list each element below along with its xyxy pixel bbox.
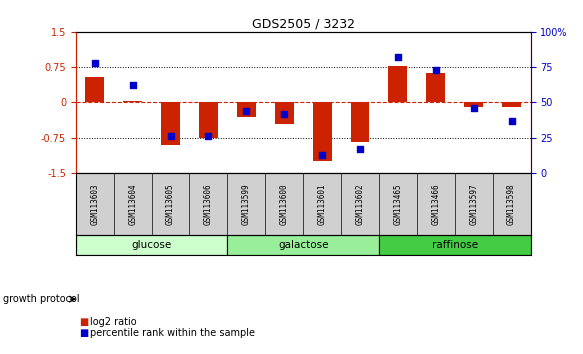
Text: GSM113465: GSM113465 [394, 183, 402, 225]
Bar [379, 235, 531, 255]
Bar [464, 102, 483, 107]
Point [507, 118, 517, 124]
Bar [85, 76, 104, 102]
Text: GSM113602: GSM113602 [356, 183, 364, 225]
Text: GSM113605: GSM113605 [166, 183, 175, 225]
Point [90, 60, 99, 66]
Text: GSM113600: GSM113600 [280, 183, 289, 225]
Text: GSM113601: GSM113601 [318, 183, 326, 225]
Point [204, 133, 213, 139]
Text: GSM113599: GSM113599 [242, 183, 251, 225]
Bar [388, 66, 408, 102]
Text: GSM113604: GSM113604 [128, 183, 137, 225]
Text: GSM113466: GSM113466 [431, 183, 440, 225]
Point [128, 83, 138, 88]
Text: GSM113598: GSM113598 [507, 183, 516, 225]
Text: glucose: glucose [131, 240, 172, 250]
Text: ■: ■ [79, 317, 88, 327]
Point [317, 152, 326, 158]
Text: GSM113597: GSM113597 [469, 183, 478, 225]
Text: ■: ■ [79, 328, 88, 338]
Point [166, 133, 175, 139]
Point [279, 111, 289, 116]
Bar [502, 102, 521, 107]
Bar [161, 102, 180, 145]
Point [355, 146, 365, 152]
Bar [312, 102, 332, 161]
Bar [350, 102, 370, 142]
Bar [426, 73, 445, 102]
Point [431, 67, 441, 73]
Text: log2 ratio: log2 ratio [90, 317, 137, 327]
Text: raffinose: raffinose [431, 240, 478, 250]
Text: percentile rank within the sample: percentile rank within the sample [90, 328, 255, 338]
Bar [199, 102, 218, 138]
Text: growth protocol: growth protocol [3, 294, 79, 304]
Text: GSM113603: GSM113603 [90, 183, 99, 225]
Point [241, 108, 251, 114]
Title: GDS2505 / 3232: GDS2505 / 3232 [252, 18, 354, 31]
Bar [275, 102, 294, 124]
Text: GSM113606: GSM113606 [204, 183, 213, 225]
Bar [76, 235, 227, 255]
Bar [227, 235, 379, 255]
Bar [237, 102, 256, 116]
Point [469, 105, 478, 111]
Text: galactose: galactose [278, 240, 328, 250]
Point [393, 55, 402, 60]
